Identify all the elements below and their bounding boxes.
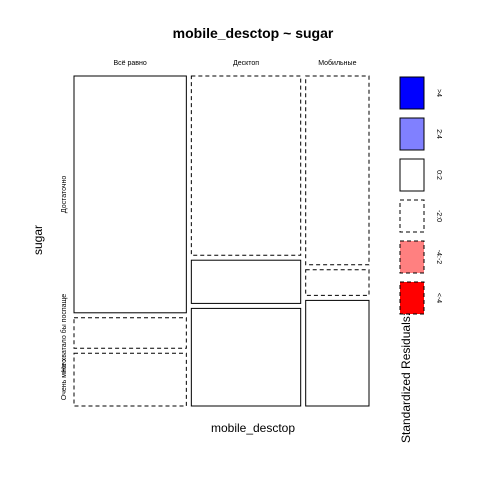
row-label-2: Не хватало бы поспаще xyxy=(60,294,68,372)
legend-title: Standardized Residuals: xyxy=(399,313,413,443)
legend-label-5: -4:-2 xyxy=(435,250,442,265)
legend-label-2: 2:4 xyxy=(435,129,442,139)
cell-2-2 xyxy=(190,259,302,304)
legend-swatch-3 xyxy=(399,158,425,192)
legend-swatch-1 xyxy=(399,76,425,110)
mosaic-cells xyxy=(73,75,370,407)
cell-3-3 xyxy=(305,299,370,407)
cell-1-3 xyxy=(73,352,187,407)
legend-swatch-5 xyxy=(399,240,425,274)
column-labels: Всё равно Десктоп Мобильные xyxy=(114,59,357,67)
cell-3-2 xyxy=(305,269,370,296)
cell-3-1 xyxy=(305,75,370,266)
cell-2-3 xyxy=(190,307,302,407)
legend-label-6: <-4 xyxy=(435,293,442,303)
legend: >4 2:4 0:2 -2:0 -4:-2 <-4 xyxy=(399,76,442,315)
legend-label-4: -2:0 xyxy=(435,210,442,222)
column-label-1: Всё равно xyxy=(114,60,147,67)
legend-swatch-6 xyxy=(399,281,425,315)
column-label-2: Десктоп xyxy=(233,60,259,67)
row-label-3: Очень много xyxy=(61,359,68,400)
legend-swatch-2 xyxy=(399,117,425,151)
column-label-3: Мобильные xyxy=(318,59,356,67)
cell-1-1 xyxy=(73,75,187,314)
y-axis-title: sugar xyxy=(31,225,45,255)
legend-label-1: >4 xyxy=(435,89,442,97)
row-label-1: Достаточно xyxy=(61,176,68,213)
chart-title: mobile_desctop ~ sugar xyxy=(173,25,334,41)
legend-label-3: 0:2 xyxy=(435,170,442,180)
legend-swatch-4 xyxy=(399,199,425,233)
x-axis-title: mobile_desctop xyxy=(211,421,295,435)
cell-2-1 xyxy=(190,75,302,256)
cell-1-2 xyxy=(73,317,187,349)
